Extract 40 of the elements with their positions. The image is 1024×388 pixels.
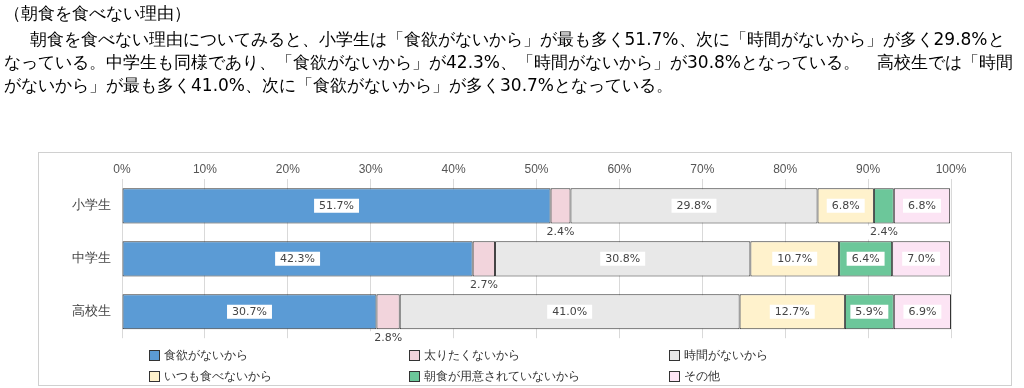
x-tick-label: 10% — [192, 161, 218, 176]
x-tick-label: 40% — [441, 161, 466, 176]
data-label: 12.7% — [774, 304, 810, 318]
x-tick-label: 50% — [524, 161, 549, 176]
data-label: 2.4% — [546, 225, 575, 239]
data-label: 6.9% — [908, 304, 937, 318]
data-label: 51.7% — [319, 198, 355, 212]
legend-label: 食欲がないから — [164, 348, 248, 362]
x-tick-label: 0% — [113, 161, 131, 176]
x-tick-label: 70% — [690, 161, 715, 176]
x-tick-label: 80% — [773, 161, 798, 176]
x-tick-label: 20% — [275, 161, 301, 176]
x-tick-label: 30% — [358, 161, 384, 176]
legend-label: いつも食べないから — [164, 369, 272, 383]
y-tick-label: 小学生 — [72, 197, 111, 213]
legend-label: 太りたくないから — [424, 348, 520, 362]
data-label: 10.7% — [777, 251, 813, 265]
data-label: 2.7% — [469, 278, 498, 292]
data-label: 6.8% — [908, 198, 936, 212]
data-label: 2.8% — [374, 331, 403, 345]
chart-subtitle: 朝食を食べない理由についてみると、小学生は「食欲がないから」が最も多く51.7%、次に「時間がないから」が多く29.8%となっている。中学生も同様であり、「食欲がないから」が42.3%、「時間がないから」が30.8%となっている。 高校生では「時間がないから」が最も多く41.0%、次に「食欲がないから」が多く30.7%となっている。 — [4, 28, 1014, 97]
data-label: 6.8% — [831, 198, 860, 212]
data-label: 30.7% — [232, 304, 267, 318]
y-tick-label: 中学生 — [72, 250, 111, 266]
x-tick-label: 90% — [856, 161, 881, 176]
data-label: 30.8% — [605, 251, 641, 265]
legend-label: 時間がないから — [684, 348, 768, 362]
chart-title: （朝食を食べない理由） — [4, 2, 191, 25]
data-label: 41.0% — [552, 304, 588, 318]
x-tick-label: 100% — [935, 161, 967, 176]
y-tick-label: 高校生 — [72, 303, 111, 319]
data-label: 5.9% — [855, 304, 884, 318]
x-tick-label: 60% — [607, 161, 632, 176]
legend-label: その他 — [684, 369, 720, 383]
data-label: 7.0% — [907, 251, 936, 265]
data-label: 42.3% — [280, 251, 316, 265]
legend-label: 朝食が用意されていないから — [424, 369, 580, 383]
data-label: 2.4% — [869, 225, 898, 239]
data-label: 29.8% — [676, 198, 712, 212]
data-label: 6.4% — [851, 251, 880, 265]
